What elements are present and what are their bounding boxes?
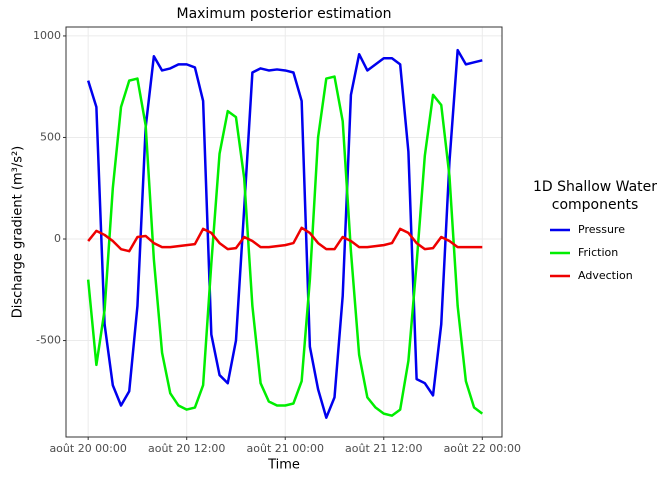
legend: Pressure Friction Advection	[550, 223, 633, 282]
legend-label: Friction	[578, 246, 618, 259]
y-tick-label: 500	[40, 130, 61, 143]
grid	[66, 27, 502, 437]
legend-title: components	[552, 197, 639, 213]
x-axis-title: Time	[267, 458, 300, 473]
legend-label: Advection	[578, 269, 633, 282]
x-tick-label: août 20 12:00	[148, 442, 225, 455]
x-tick-label: août 21 12:00	[345, 442, 422, 455]
chart-title: Maximum posterior estimation	[176, 6, 391, 22]
series-line	[87, 226, 483, 253]
lines	[86, 48, 484, 419]
x-tick-label: août 20 00:00	[49, 442, 126, 455]
y-tick-label: -500	[36, 334, 61, 347]
x-tick-label: août 22 00:00	[444, 442, 521, 455]
panel-border	[65, 26, 503, 438]
x-tick-label: août 21 00:00	[247, 442, 324, 455]
y-axis-title: Discharge gradient (m³/s²)	[11, 146, 26, 319]
y-tick-label: 1000	[33, 29, 61, 42]
y-tick-label: 0	[54, 232, 61, 245]
series-line	[86, 48, 483, 419]
series-line	[86, 75, 484, 417]
legend-title: 1D Shallow Water	[533, 179, 657, 195]
legend-label: Pressure	[578, 223, 625, 236]
